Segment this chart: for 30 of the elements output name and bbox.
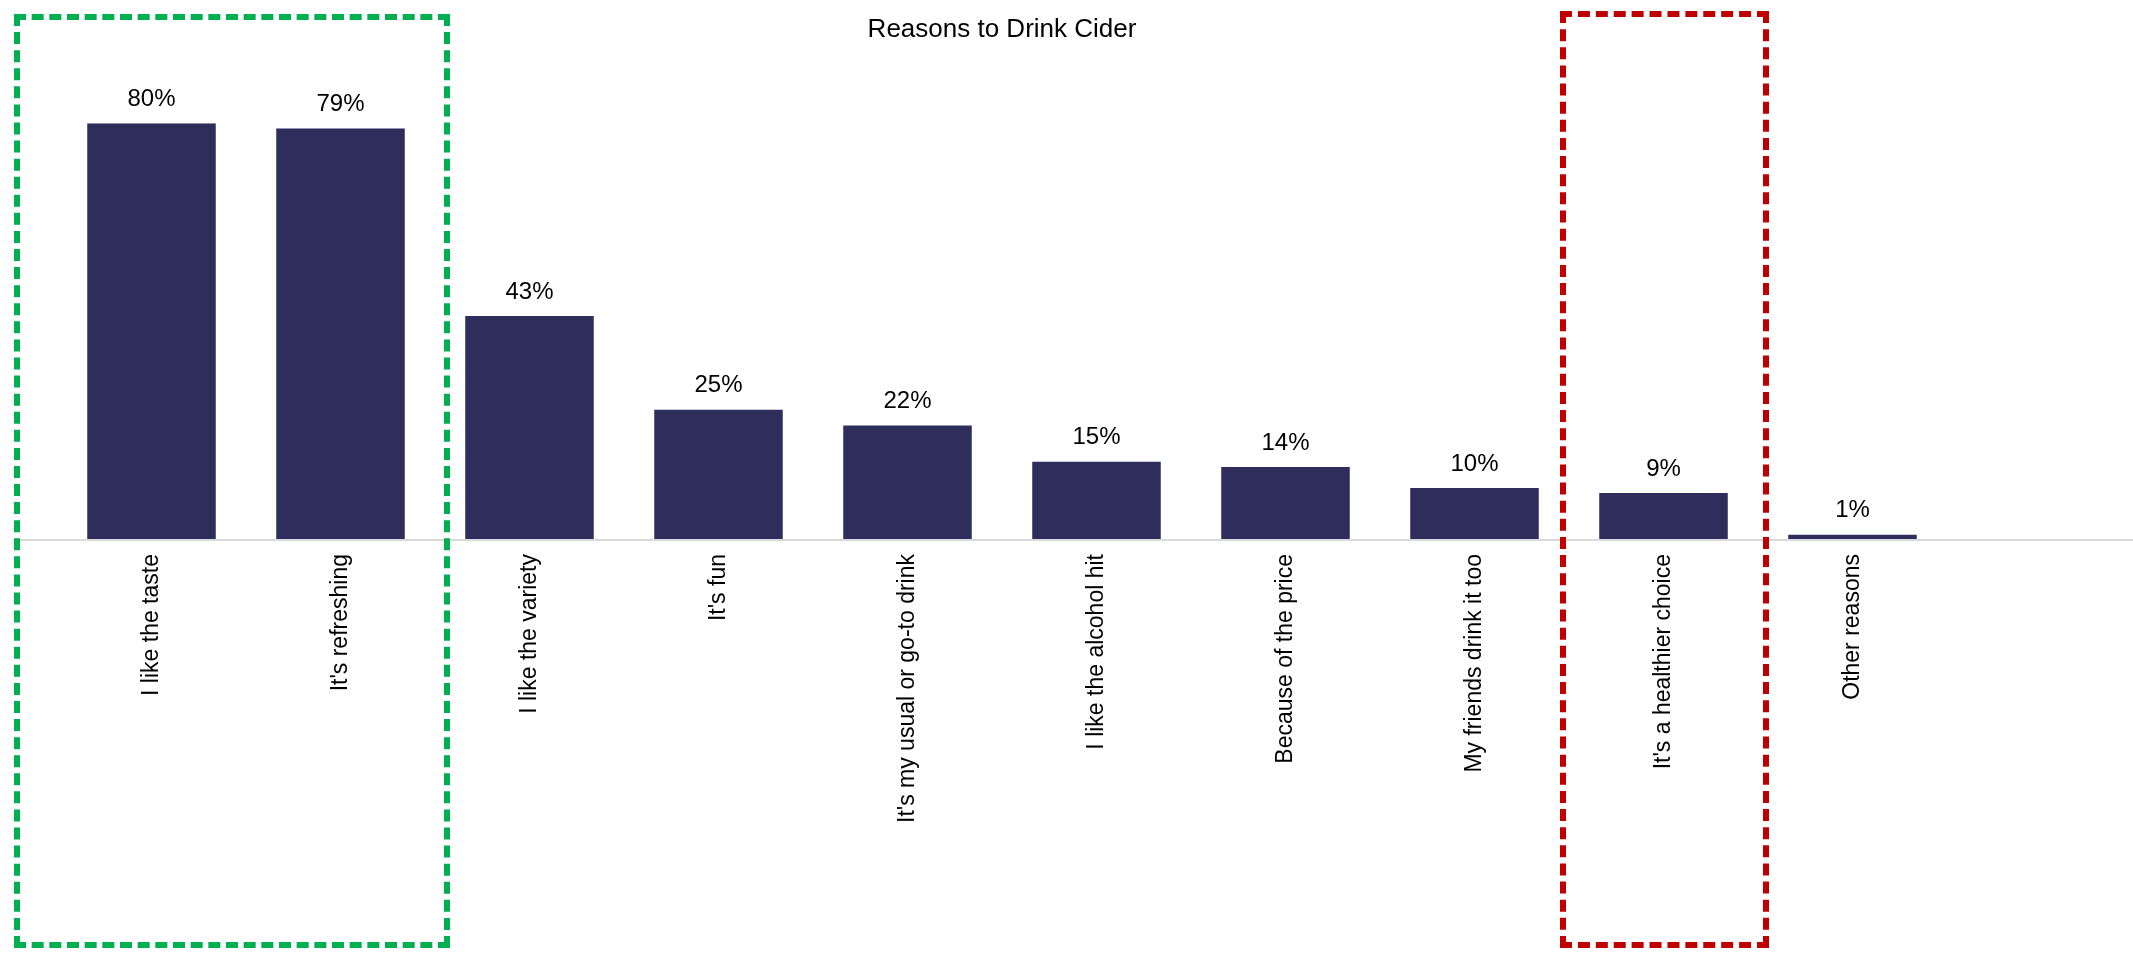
data-label: 79% [316, 89, 365, 117]
bar [1599, 493, 1728, 541]
x-tick-label: It's refreshing [325, 554, 352, 692]
data-label: 25% [694, 370, 743, 398]
x-tick-label: My friends drink it too [1459, 554, 1486, 773]
data-label: 15% [1072, 422, 1121, 450]
bar [1410, 487, 1539, 541]
x-tick-label: I like the alcohol hit [1081, 553, 1108, 750]
x-tick-label: I like the variety [514, 553, 541, 714]
x-tick-label: It's fun [703, 554, 730, 622]
chart-title: Reasons to Drink Cider [867, 12, 1137, 43]
bar [87, 123, 216, 541]
data-label: 22% [883, 386, 932, 414]
x-tick-label: It's my usual or go-to drink [892, 553, 919, 824]
x-tick-label: It's a healthier choice [1648, 554, 1675, 770]
bar [843, 425, 972, 541]
data-label: 9% [1646, 453, 1681, 481]
data-label: 14% [1261, 427, 1310, 455]
data-label: 43% [505, 276, 554, 304]
bar [654, 409, 783, 541]
x-tick-label: Other reasons [1837, 554, 1864, 700]
bar [1221, 467, 1350, 541]
data-label: 10% [1450, 448, 1499, 476]
x-tick-label: I like the taste [136, 554, 163, 696]
x-tick-label: Because of the price [1270, 554, 1297, 764]
bar [1032, 461, 1161, 541]
bar [276, 128, 405, 541]
data-label: 1% [1835, 495, 1870, 523]
bar [465, 315, 594, 541]
data-label: 80% [127, 83, 176, 111]
